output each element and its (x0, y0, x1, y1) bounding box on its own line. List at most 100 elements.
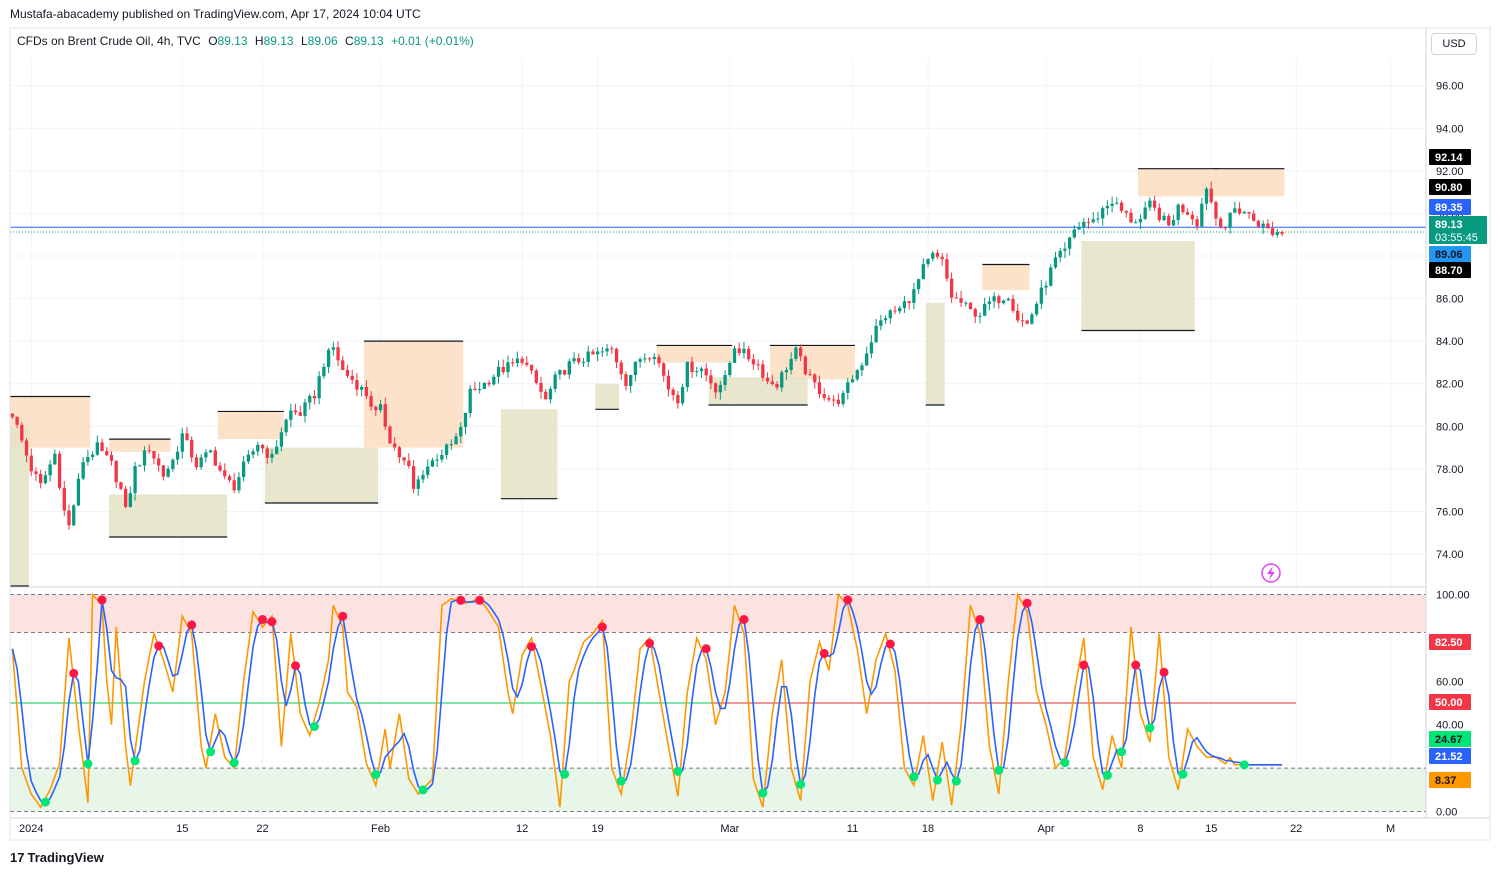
candle-body (931, 252, 935, 259)
candle-body (954, 297, 959, 299)
price-badge-label: 82.50 (1435, 637, 1463, 649)
candle-body (798, 347, 803, 357)
stoch-tick-label: 0.00 (1436, 806, 1457, 818)
candle-body (1025, 320, 1029, 324)
candle-body (105, 451, 109, 456)
demand-zone (500, 409, 558, 499)
candle-body (1233, 208, 1237, 213)
candle-body (43, 475, 48, 484)
candle-body (312, 395, 317, 399)
candle-body (534, 370, 538, 383)
candle-body (157, 458, 161, 466)
candle-body (1256, 220, 1261, 227)
candle-body (397, 447, 402, 458)
buy-signal-dot (130, 756, 140, 766)
tradingview-logo-mark: 17 (10, 850, 25, 865)
time-axis[interactable]: 2024 15 22 Feb 12 19 Mar 11 18 Apr 8 15 22 M (19, 823, 1395, 835)
candle-body (459, 426, 463, 437)
sell-signal-dot (645, 638, 655, 648)
currency-button[interactable]: USD (1431, 33, 1477, 55)
candle-body (1011, 298, 1015, 311)
candle-body (1101, 208, 1105, 219)
candle-body (685, 361, 689, 388)
oversold-band (10, 768, 1426, 812)
price-axis[interactable]: 96.0094.0092.0090.0088.0086.0084.0082.00… (1436, 81, 1464, 561)
candle-body (1129, 212, 1133, 223)
candle-body (803, 356, 807, 375)
price-badge-label: 89.35 (1435, 202, 1463, 214)
candle-body (949, 278, 954, 298)
candle-body (95, 442, 99, 455)
candle-body (506, 362, 510, 373)
candle-body (567, 361, 571, 375)
candle-body (638, 359, 642, 362)
candle-body (1223, 227, 1228, 229)
candle-body (1214, 202, 1218, 219)
buy-signal-dot (1102, 770, 1112, 780)
candle-body (430, 460, 435, 467)
symbol-legend[interactable]: CFDs on Brent Crude Oil, 4h, TVC O89.13 … (17, 34, 474, 48)
candle-body (440, 455, 444, 460)
sell-signal-dot (267, 617, 277, 627)
candle-body (1138, 218, 1143, 223)
candle-body (865, 353, 869, 366)
candle-body (34, 471, 38, 474)
stochastic-axis[interactable]: 100.00 60.00 40.00 0.00 (1436, 590, 1470, 819)
candle-body (402, 457, 406, 461)
demand-zone (925, 302, 945, 406)
tradingview-logo[interactable]: 17 TradingView (10, 850, 104, 865)
candle-body (662, 363, 666, 376)
flash-icon[interactable] (1261, 563, 1281, 583)
candle-body (723, 374, 727, 385)
candle-body (1190, 214, 1195, 220)
price-tick-label: 84.00 (1436, 336, 1464, 348)
candle-body (364, 386, 369, 397)
price-badge (1429, 179, 1471, 195)
buy-signal-dot (796, 779, 806, 789)
open-value: 89.13 (217, 34, 248, 48)
candle-body (874, 325, 878, 343)
sell-signal-dot (291, 661, 301, 671)
candle-body (1266, 223, 1270, 229)
price-badge (1429, 149, 1471, 165)
supply-demand-zones (10, 168, 1285, 587)
price-badge (1429, 246, 1471, 262)
buy-signal-dot (40, 797, 50, 807)
stochastic-background (10, 594, 1426, 812)
time-tick-label: 18 (922, 823, 934, 835)
candle-body (690, 361, 694, 373)
candle-body (1020, 320, 1025, 322)
time-tick-label: 19 (592, 823, 604, 835)
candle-body (935, 252, 940, 257)
candle-body (449, 444, 453, 446)
candle-body (586, 351, 590, 362)
candle-body (1039, 287, 1043, 304)
candle-body (945, 259, 949, 279)
candle-body (20, 424, 24, 441)
candle-body (138, 465, 142, 467)
candle-body (86, 456, 90, 463)
candle-body (345, 369, 350, 376)
candle-body (813, 374, 817, 383)
sell-signal-dot (1159, 667, 1169, 677)
price-badge-label: 89.06 (1435, 249, 1463, 261)
candle-body (161, 465, 166, 477)
candle-body (308, 395, 312, 403)
sell-signal-dot (819, 648, 829, 658)
candle-body (1237, 208, 1242, 214)
close-value: 89.13 (353, 34, 384, 48)
sell-signal-dot (69, 668, 79, 678)
buy-signal-dot (1178, 769, 1188, 779)
candle-body (331, 347, 335, 350)
buy-signal-dot (758, 788, 768, 798)
candle-body (317, 376, 321, 399)
candle-body (751, 359, 756, 365)
candle-body (416, 479, 420, 489)
price-tick-label: 94.00 (1436, 123, 1464, 135)
candle-body (260, 444, 265, 449)
candle-body (855, 370, 859, 380)
candle-body (765, 377, 770, 382)
candle-body (893, 310, 897, 312)
